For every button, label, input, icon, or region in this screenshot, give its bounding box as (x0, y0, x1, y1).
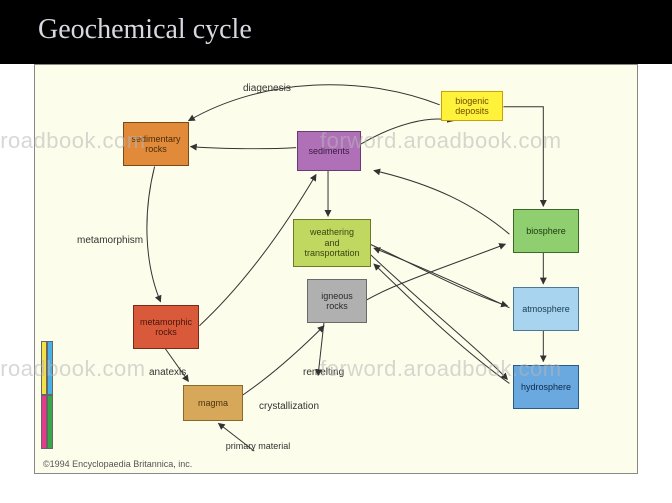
edge-label-diagenesis: diagenesis (243, 83, 291, 94)
node-hydrosphere: hydrosphere (513, 365, 579, 409)
edge-label-remelting: remelting (303, 367, 344, 378)
color-strip (47, 395, 53, 449)
node-metarocks: metamorphic rocks (133, 305, 199, 349)
edge-label-crystallization: crystallization (259, 401, 319, 412)
node-primary: primary material (213, 439, 303, 453)
diagram-area: biogenic deposits sedimentary rocks sedime… (34, 64, 638, 474)
node-magma: magma (183, 385, 243, 421)
arrow (503, 107, 543, 207)
node-sedrocks: sedimentary rocks (123, 122, 189, 166)
color-strip (47, 341, 53, 395)
arrow (374, 170, 510, 234)
node-weathering: weathering and transportation (293, 219, 371, 267)
arrow (360, 119, 454, 145)
edge-label-anatexis: anatexis (149, 367, 186, 378)
arrow (188, 85, 439, 121)
copyright-text: ©1994 Encyclopaedia Britannica, inc. (43, 459, 192, 469)
slide-title: Geochemical cycle (38, 14, 672, 46)
slide: Geochemical cycle biogenic deposits sedim… (0, 0, 672, 503)
node-biosphere: biosphere (513, 209, 579, 253)
node-sediments: sediments (297, 131, 361, 171)
arrow (147, 167, 161, 302)
node-atmosphere: atmosphere (513, 287, 579, 331)
node-biogenic: biogenic deposits (441, 91, 503, 121)
edge-label-metamorphism: metamorphism (77, 235, 143, 246)
node-igneous: igneous rocks (307, 279, 367, 323)
title-bar: Geochemical cycle (0, 0, 672, 64)
arrow (242, 326, 324, 396)
arrow (190, 147, 296, 149)
arrow (374, 264, 510, 383)
arrow (370, 254, 508, 379)
